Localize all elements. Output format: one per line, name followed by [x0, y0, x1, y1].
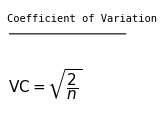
Text: Coefficient of Variation: Coefficient of Variation [7, 14, 157, 24]
Text: $\mathrm{VC} = \sqrt{\dfrac{2}{n}}$: $\mathrm{VC} = \sqrt{\dfrac{2}{n}}$ [8, 68, 82, 103]
